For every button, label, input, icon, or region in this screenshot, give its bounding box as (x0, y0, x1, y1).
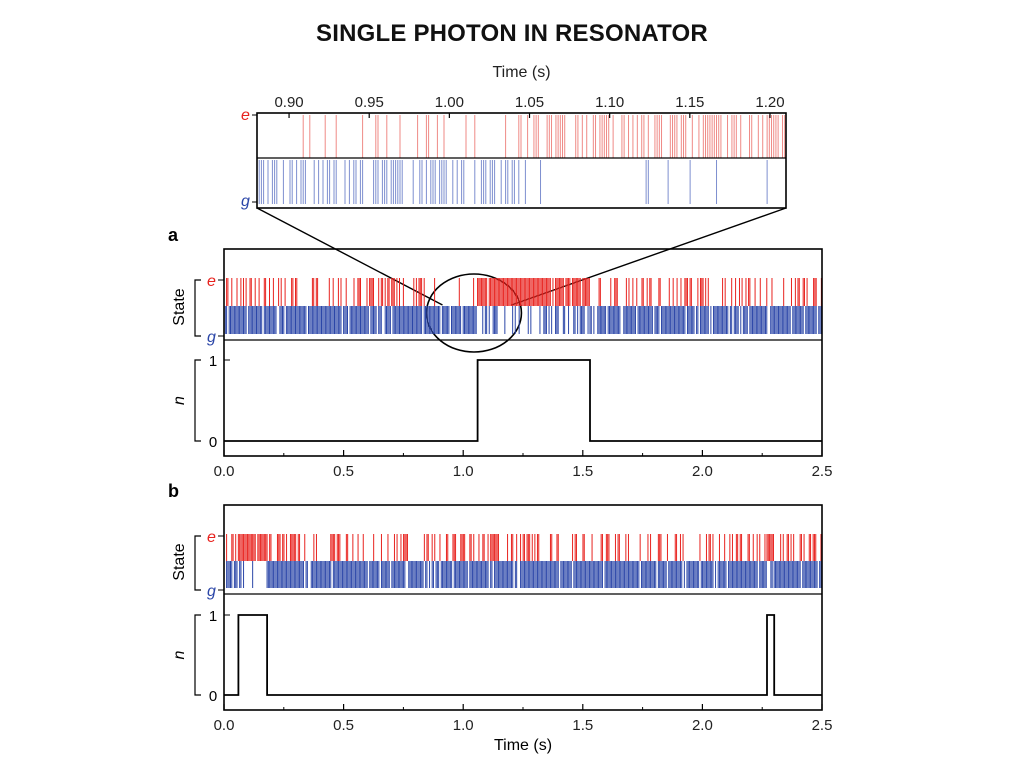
state-label-e: e (241, 107, 250, 124)
axis-xtick-label: 2.0 (692, 463, 713, 480)
state-label-g: g (207, 583, 216, 600)
photon-number-trace (224, 614, 822, 696)
panel-label: b (168, 481, 179, 501)
zoom-xtick-label: 0.95 (355, 94, 384, 111)
zoom-inset: 0.90 0.95 1.00 1.05 1.10 1.15 1.20 Time (s) e g (241, 64, 787, 210)
zoom-frame (256, 112, 787, 209)
zoom-x-axis-label: Time (s) (492, 64, 550, 81)
n-bracket (194, 359, 201, 442)
zoom-xtick-label: 0.90 (274, 94, 303, 111)
state-label-e: e (207, 529, 216, 546)
axis-xtick-label: 0.0 (214, 717, 235, 734)
zoom-xtick-label: 1.20 (755, 94, 784, 111)
axis-xtick-label: 1.5 (572, 463, 593, 480)
axis-xtick-label: 1.5 (572, 717, 593, 734)
photon-number-trace (224, 359, 822, 442)
zoom-xtick-label: 1.05 (515, 94, 544, 111)
axis-xtick-label: 0.5 (333, 463, 354, 480)
n-tick-label: 0 (209, 688, 217, 705)
axis-xtick-label: 0.5 (333, 717, 354, 734)
axis-xtick-label: 0.0 (214, 463, 235, 480)
n-tick-label: 1 (209, 353, 217, 370)
zoom-connector-line (256, 207, 443, 306)
n-tick-label: 1 (209, 608, 217, 625)
axis-xtick-label: 2.5 (812, 717, 833, 734)
axis-xtick-label: 2.0 (692, 717, 713, 734)
slide-title: SINGLE PHOTON IN RESONATOR (316, 20, 708, 47)
panel-b: 0.0 0.5 1.0 1.5 2.0 2.5 b e g State 1 0 n Time (s) (168, 481, 832, 754)
axis-xtick-label: 1.0 (453, 463, 474, 480)
zoom-xtick-label: 1.00 (435, 94, 464, 111)
x-axis-label: Time (s) (494, 737, 552, 754)
panel-label: a (168, 225, 179, 245)
state-bracket (194, 279, 201, 337)
state-label-e: e (207, 273, 216, 290)
state-bracket (194, 535, 201, 591)
n-tick-label: 0 (209, 434, 217, 451)
panel-a: 0.0 0.5 1.0 1.5 2.0 2.5 a e g State 1 0 n (168, 225, 832, 480)
zoom-xtick-label: 1.15 (675, 94, 704, 111)
state-label-g: g (241, 193, 250, 210)
n-bracket (194, 614, 201, 696)
n-axis-label: n (171, 650, 188, 659)
state-axis-label: State (171, 543, 188, 580)
state-label-g: g (207, 329, 216, 346)
zoom-xtick-label: 1.10 (595, 94, 624, 111)
n-axis-label: n (171, 396, 188, 405)
axis-xtick-label: 2.5 (812, 463, 833, 480)
axis-xtick-label: 1.0 (453, 717, 474, 734)
state-axis-label: State (171, 288, 188, 325)
